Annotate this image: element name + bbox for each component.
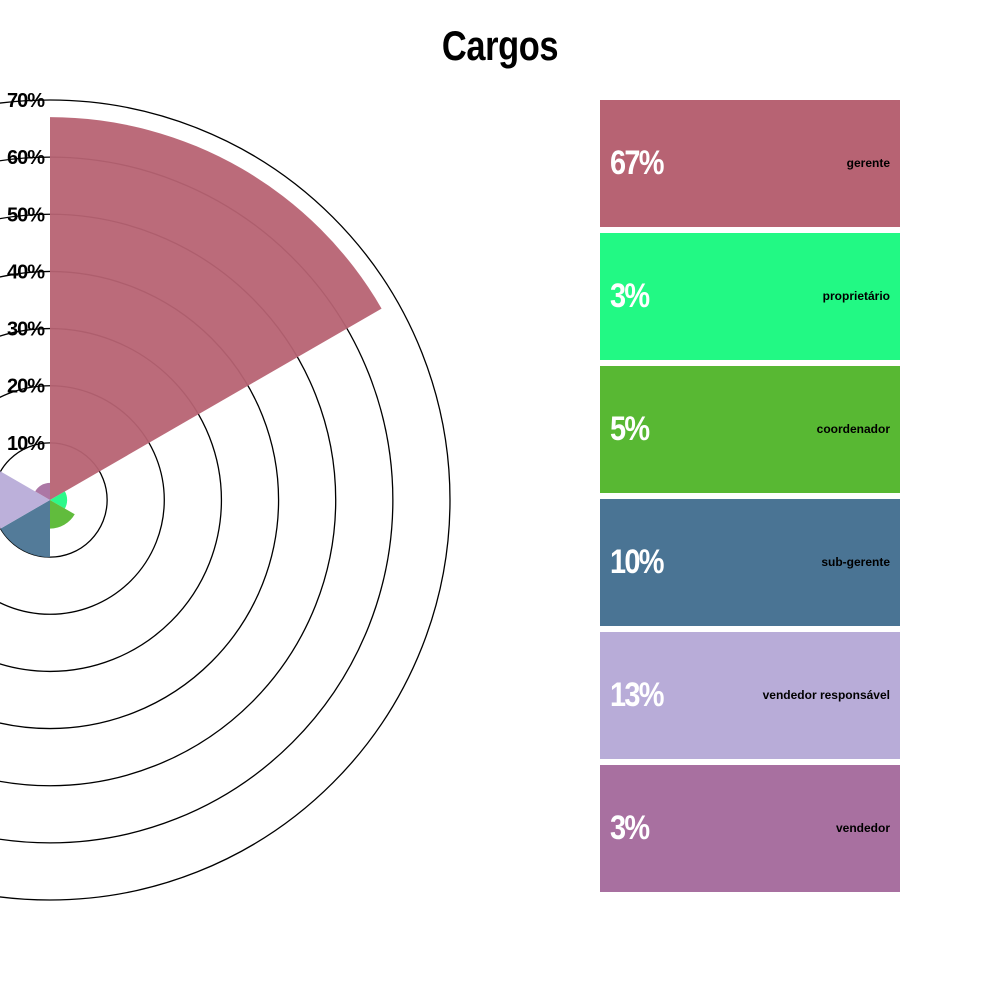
radial-tick-label: 60% (7, 147, 45, 169)
radial-tick-label: 30% (7, 319, 45, 341)
legend-item[interactable]: 67% gerente (600, 100, 900, 227)
legend-item[interactable]: 13% vendedor responsável (600, 632, 900, 759)
slice-gerente[interactable] (50, 117, 382, 501)
radial-tick-label: 70% (7, 90, 45, 112)
radial-tick-label: 40% (7, 261, 45, 283)
legend-value: 67% (610, 144, 664, 182)
slice-vendedor[interactable] (35, 482, 50, 500)
legend-label: proprietário (822, 289, 890, 303)
legend-label: gerente (846, 156, 890, 170)
chart-title: Cargos (441, 22, 559, 69)
legend-value: 3% (610, 277, 650, 315)
legend-item[interactable]: 3% proprietário (600, 233, 900, 360)
legend-value: 13% (610, 676, 664, 714)
slice-proprietário[interactable] (50, 491, 68, 509)
slice-coordenador[interactable] (50, 500, 75, 529)
polar-area-chart: 10% 20% 30% 40% 50% 60% 70% (0, 90, 451, 901)
legend-value: 3% (610, 809, 650, 847)
chart-slices (0, 117, 382, 558)
legend-label: vendedor (835, 821, 890, 835)
radial-tick-labels: 10% 20% 30% 40% 50% 60% 70% (7, 90, 46, 455)
legend-label: vendedor responsável (762, 688, 890, 702)
legend-value: 10% (610, 543, 664, 581)
radial-tick-label: 10% (7, 433, 45, 455)
legend-item[interactable]: 5% coordenador (600, 366, 900, 493)
slice-vendedor-responsável[interactable] (0, 463, 50, 537)
legend-item[interactable]: 10% sub-gerente (600, 499, 900, 626)
legend-label: coordenador (816, 422, 890, 436)
radial-tick-label: 20% (7, 376, 45, 398)
legend: 67% gerente 3% proprietário 5% coordenador 10%… (600, 100, 900, 898)
grid-ring (0, 99, 451, 901)
radial-tick-label: 50% (7, 204, 45, 226)
legend-value: 5% (610, 410, 650, 448)
legend-label: sub-gerente (821, 555, 890, 569)
slice-sub-gerente[interactable] (0, 500, 51, 558)
legend-item[interactable]: 3% vendedor (600, 765, 900, 892)
